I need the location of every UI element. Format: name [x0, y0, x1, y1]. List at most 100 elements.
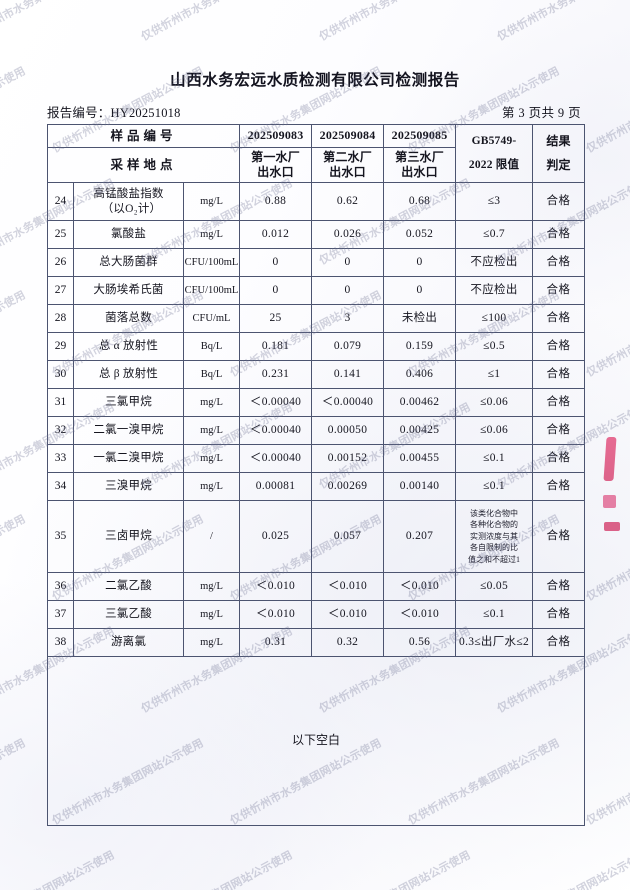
table-body: 24 高锰酸盐指数 （以O₂计） mg/L 0.88 0.62 0.68 ≤3 …	[46, 182, 586, 826]
table-row: 33 一氯二溴甲烷 mg/L ＜0.00040 0.00152 0.00455 …	[47, 444, 586, 473]
row-limit: ≤100	[455, 304, 534, 333]
row-number: 32	[47, 416, 74, 445]
row-value-sample1: ＜0.010	[239, 600, 313, 629]
page-indicator: 第 3 页共 9 页	[501, 106, 581, 120]
table-row: 27 大肠埃希氏菌 CFU/100mL 0 0 0 不应检出 合格	[47, 276, 586, 305]
row-limit-multiline: 该类化合物中 各种化合物的 实测浓度与其 各自限制的比 值之和不超过1	[456, 506, 532, 567]
row-limit: ≤0.05	[455, 572, 534, 601]
report-number: 报告编号：HY20251018	[47, 106, 181, 120]
row-limit: ≤0.1	[455, 600, 534, 629]
limit-line-1: 该类化合物中	[470, 509, 519, 519]
row-limit: ≤0.7	[455, 220, 534, 249]
row-unit: mg/L	[182, 472, 241, 501]
row-unit: mg/L	[182, 182, 241, 221]
limit-line-2: 各种化合物的	[470, 520, 519, 530]
row-limit: ≤0.06	[455, 416, 534, 445]
row-value-sample1: ＜0.00040	[239, 416, 313, 445]
table-row: 38 游离氯 mg/L 0.31 0.32 0.56 0.3≤出厂水≤2 合格	[47, 628, 586, 657]
row-item-name: 三卤甲烷	[73, 500, 184, 573]
row-number: 37	[47, 600, 74, 629]
header-row-sampling-site: 采样地点 第一水厂 出水口 第二水厂 出水口 第三水厂 出水口	[46, 147, 585, 183]
row-number: 38	[47, 628, 74, 657]
row-number: 24	[47, 182, 74, 221]
row-limit: 不应检出	[455, 248, 534, 277]
row-value-sample2: 0.141	[311, 360, 385, 389]
limit-line-5: 值之和不超过1	[468, 554, 521, 564]
blank-note: 以下空白	[46, 656, 586, 826]
row-unit: /	[182, 500, 241, 573]
row-item-name: 高锰酸盐指数 （以O₂计）	[73, 182, 184, 221]
row-number: 26	[47, 248, 74, 277]
row-value-sample3: 0.00462	[383, 388, 457, 417]
row-limit: 该类化合物中 各种化合物的 实测浓度与其 各自限制的比 值之和不超过1	[455, 500, 534, 573]
table-row: 35 三卤甲烷 / 0.025 0.057 0.207 该类化合物中 各种化合物…	[47, 500, 586, 573]
table-row: 37 三氯乙酸 mg/L ＜0.010 ＜0.010 ＜0.010 ≤0.1 合…	[47, 600, 586, 629]
row-item-name: 大肠埃希氏菌	[73, 276, 184, 305]
header-site-2: 第二水厂 出水口	[311, 147, 385, 183]
row-item-name: 氯酸盐	[73, 220, 184, 249]
row-item-name: 二氯一溴甲烷	[73, 416, 184, 445]
row-value-sample1: ＜0.00040	[239, 388, 313, 417]
row-value-sample1: 0.88	[239, 182, 313, 221]
row-unit: Bq/L	[182, 360, 241, 389]
header-site-1-line2: 出水口	[257, 165, 294, 179]
limit-line-3: 实测浓度与其	[470, 531, 519, 541]
row-value-sample1: 0	[239, 276, 313, 305]
table-row: 30 总 β 放射性 Bq/L 0.231 0.141 0.406 ≤1 合格	[47, 360, 586, 389]
row-limit: ≤0.1	[455, 444, 534, 473]
row-item-name: 三氯甲烷	[73, 388, 184, 417]
row-verdict: 合格	[532, 600, 586, 629]
row-value-sample2: 0.00152	[311, 444, 385, 473]
row-unit: CFU/mL	[182, 304, 241, 333]
header-site-3: 第三水厂 出水口	[383, 147, 457, 183]
row-verdict: 合格	[532, 182, 586, 221]
row-item-name: 游离氯	[73, 628, 184, 657]
table-row: 28 菌落总数 CFU/mL 25 3 未检出 ≤100 合格	[47, 304, 586, 333]
header-standard-line1: GB5749-	[471, 135, 517, 148]
row-value-sample3: 0	[383, 248, 457, 277]
row-limit: ≤0.06	[455, 388, 534, 417]
header-sample-number-1: 202509083	[239, 124, 313, 148]
row-number: 29	[47, 332, 74, 361]
row-value-sample1: 0.00081	[239, 472, 313, 501]
header-site-3-line2: 出水口	[401, 165, 438, 179]
row-value-sample2: 0.079	[311, 332, 385, 361]
row-number: 35	[47, 500, 74, 573]
row-verdict: 合格	[532, 416, 586, 445]
header-verdict-line1: 结果	[546, 133, 571, 148]
row-value-sample2: 0.32	[311, 628, 385, 657]
header-verdict: 结果 判定	[532, 124, 586, 183]
row-number: 36	[47, 572, 74, 601]
row-item-name: 菌落总数	[73, 304, 184, 333]
row-verdict: 合格	[532, 276, 586, 305]
header-sampling-site-label: 采样地点	[46, 147, 241, 183]
row-value-sample2: 0	[311, 248, 385, 277]
row-unit: mg/L	[182, 220, 241, 249]
row-value-sample1: ＜0.010	[239, 572, 313, 601]
row-item-name: 三溴甲烷	[73, 472, 184, 501]
header-site-3-line1: 第三水厂	[395, 149, 444, 164]
row-number: 28	[47, 304, 74, 333]
row-value-sample3: 0.207	[383, 500, 457, 573]
row-verdict: 合格	[532, 360, 586, 389]
row-value-sample1: ＜0.00040	[239, 444, 313, 473]
row-value-sample3: 0.56	[383, 628, 457, 657]
row-limit: ≤0.1	[455, 472, 534, 501]
row-limit: ≤3	[455, 182, 534, 221]
row-item-name: 二氯乙酸	[73, 572, 184, 601]
row-value-sample3: 0.052	[383, 220, 457, 249]
row-value-sample3: 0.68	[383, 182, 457, 221]
table-row: 29 总 α 放射性 Bq/L 0.181 0.079 0.159 ≤0.5 合…	[47, 332, 586, 361]
water-quality-table: 样品编号 202509083 202509084 202509085 GB574…	[46, 124, 586, 826]
row-value-sample3: 0.159	[383, 332, 457, 361]
row-unit: CFU/100mL	[182, 248, 241, 277]
limit-line-4: 各自限制的比	[470, 543, 519, 553]
row-value-sample2: 0.00050	[311, 416, 385, 445]
row-value-sample1: 0	[239, 248, 313, 277]
row-value-sample2: 0.00269	[311, 472, 385, 501]
row-unit: mg/L	[182, 416, 241, 445]
row-value-sample2: ＜0.010	[311, 572, 385, 601]
row-item-name: 总 β 放射性	[73, 360, 184, 389]
row-verdict: 合格	[532, 444, 586, 473]
